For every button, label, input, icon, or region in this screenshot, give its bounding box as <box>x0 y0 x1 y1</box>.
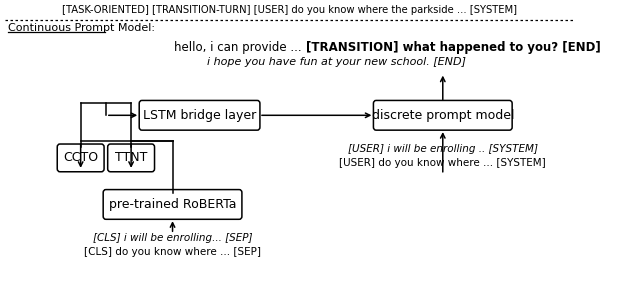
Text: [USER] do you know where ... [SYSTEM]: [USER] do you know where ... [SYSTEM] <box>339 158 546 168</box>
Text: [CLS] i will be enrolling... [SEP]: [CLS] i will be enrolling... [SEP] <box>93 233 252 243</box>
FancyBboxPatch shape <box>103 190 242 219</box>
Text: [TASK-ORIENTED] [TRANSITION-TURN] [USER] do you know where the parkside ... [SYS: [TASK-ORIENTED] [TRANSITION-TURN] [USER]… <box>62 5 517 15</box>
Text: LSTM bridge layer: LSTM bridge layer <box>143 109 256 122</box>
Text: i hope you have fun at your new school. [END]: i hope you have fun at your new school. … <box>207 57 466 67</box>
Text: TTNT: TTNT <box>115 151 147 164</box>
Text: [CLS] do you know where ... [SEP]: [CLS] do you know where ... [SEP] <box>84 247 261 257</box>
Text: pre-trained RoBERTa: pre-trained RoBERTa <box>109 198 236 211</box>
FancyBboxPatch shape <box>57 144 104 172</box>
FancyBboxPatch shape <box>108 144 154 172</box>
Text: discrete prompt model: discrete prompt model <box>372 109 514 122</box>
Text: hello, i can provide ...: hello, i can provide ... <box>174 41 306 54</box>
FancyBboxPatch shape <box>140 100 260 130</box>
Text: [USER] i will be enrolling .. [SYSTEM]: [USER] i will be enrolling .. [SYSTEM] <box>348 144 538 154</box>
FancyBboxPatch shape <box>373 100 512 130</box>
Text: Continuous Prompt Model:: Continuous Prompt Model: <box>8 23 155 33</box>
Text: [TRANSITION] what happened to you? [END]: [TRANSITION] what happened to you? [END] <box>306 41 600 54</box>
Text: CCTO: CCTO <box>63 151 98 164</box>
